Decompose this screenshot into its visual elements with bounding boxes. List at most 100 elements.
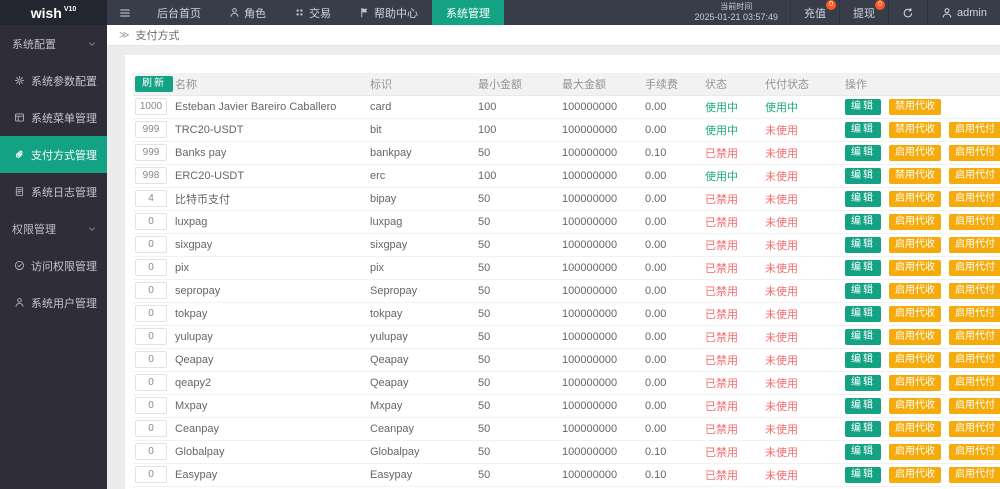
toggle-collect-button[interactable]: 启用代收 [889, 213, 941, 230]
toggle-payout-button[interactable]: 启用代付 [949, 282, 1000, 299]
nav-item-roles[interactable]: 角色 [215, 0, 280, 25]
logo[interactable]: wish V10 [0, 0, 107, 25]
edit-button[interactable]: 编辑 [845, 167, 881, 184]
edit-button[interactable]: 编辑 [845, 397, 881, 414]
edit-button[interactable]: 编辑 [845, 259, 881, 276]
toggle-payout-button[interactable]: 启用代付 [949, 190, 1000, 207]
toggle-collect-button[interactable]: 启用代收 [889, 305, 941, 322]
edit-button[interactable]: 编辑 [845, 236, 881, 253]
sort-input[interactable] [135, 213, 167, 230]
nav-item-label: 系统管理 [446, 7, 490, 20]
sort-input[interactable] [135, 351, 167, 368]
edit-button[interactable]: 编辑 [845, 190, 881, 207]
edit-button[interactable]: 编辑 [845, 374, 881, 391]
sort-input[interactable] [135, 420, 167, 437]
edit-button[interactable]: 编辑 [845, 305, 881, 322]
toggle-collect-button[interactable]: 禁用代收 [889, 98, 941, 115]
sort-input[interactable] [135, 328, 167, 345]
toggle-collect-button[interactable]: 启用代收 [889, 259, 941, 276]
sort-input[interactable] [135, 374, 167, 391]
toggle-payout-button[interactable]: 启用代付 [949, 236, 1000, 253]
toggle-collect-button[interactable]: 禁用代收 [889, 167, 941, 184]
sort-input[interactable] [135, 144, 167, 161]
name-cell: Banks pay [173, 141, 368, 165]
edit-button[interactable]: 编辑 [845, 351, 881, 368]
sort-input[interactable] [135, 98, 167, 115]
sort-input[interactable] [135, 305, 167, 322]
sort-input[interactable] [135, 259, 167, 276]
toggle-collect-button[interactable]: 启用代收 [889, 397, 941, 414]
edit-button[interactable]: 编辑 [845, 213, 881, 230]
toggle-payout-button[interactable]: 启用代付 [949, 397, 1000, 414]
nav-item-help-center[interactable]: 帮助中心 [345, 0, 432, 25]
sidebar-item-系统日志管理[interactable]: 系统日志管理 [0, 173, 107, 210]
toggle-payout-button[interactable]: 启用代付 [949, 213, 1000, 230]
sort-input[interactable] [135, 236, 167, 253]
sort-input[interactable] [135, 443, 167, 460]
refresh-table-button[interactable]: 刷新 [135, 75, 173, 92]
edit-button[interactable]: 编辑 [845, 282, 881, 299]
toggle-payout-button[interactable]: 启用代付 [949, 305, 1000, 322]
toggle-collect-button[interactable]: 禁用代收 [889, 121, 941, 138]
toggle-payout-button[interactable]: 启用代付 [949, 121, 1000, 138]
sort-input[interactable] [135, 282, 167, 299]
toggle-payout-button[interactable]: 启用代付 [949, 167, 1000, 184]
recharge-button[interactable]: 充值 0 [790, 0, 839, 25]
toggle-payout-button[interactable]: 启用代付 [949, 374, 1000, 391]
edit-button[interactable]: 编辑 [845, 420, 881, 437]
sort-input[interactable] [135, 121, 167, 138]
edit-button[interactable]: 编辑 [845, 466, 881, 483]
min-amount-cell: 50 [476, 141, 560, 165]
refresh-page-button[interactable] [888, 0, 927, 25]
toggle-payout-button[interactable]: 启用代付 [949, 328, 1000, 345]
sidebar-item-系统菜单管理[interactable]: 系统菜单管理 [0, 99, 107, 136]
sidebar-item-系统用户管理[interactable]: 系统用户管理 [0, 284, 107, 321]
edit-button[interactable]: 编辑 [845, 121, 881, 138]
nav-item-dashboard[interactable]: 后台首页 [143, 0, 215, 25]
toggle-collect-button[interactable]: 启用代收 [889, 351, 941, 368]
edit-button[interactable]: 编辑 [845, 144, 881, 161]
edit-button[interactable]: 编辑 [845, 98, 881, 115]
toggle-collect-button[interactable]: 启用代收 [889, 374, 941, 391]
name-cell: sixgpay [173, 233, 368, 257]
nav-item-system-management[interactable]: 系统管理 [432, 0, 504, 25]
top-nav: 后台首页 角色 交易 帮助中心 系统管理 [143, 0, 504, 25]
sidebar-group-系统配置[interactable]: 系统配置 [0, 25, 107, 62]
user-menu[interactable]: admin [927, 0, 1000, 25]
edit-button[interactable]: 编辑 [845, 443, 881, 460]
nav-item-transactions[interactable]: 交易 [280, 0, 345, 25]
toggle-payout-button[interactable]: 启用代付 [949, 420, 1000, 437]
name-cell: Mxpay [173, 394, 368, 418]
toggle-collect-button[interactable]: 启用代收 [889, 282, 941, 299]
toggle-payout-button[interactable]: 启用代付 [949, 466, 1000, 483]
toggle-payout-button[interactable]: 启用代付 [949, 259, 1000, 276]
toggle-payout-button[interactable]: 启用代付 [949, 351, 1000, 368]
status-cell: 已禁用 [703, 394, 763, 418]
sort-input[interactable] [135, 397, 167, 414]
edit-button[interactable]: 编辑 [845, 328, 881, 345]
sort-input[interactable] [135, 167, 167, 184]
toggle-payout-button[interactable]: 启用代付 [949, 443, 1000, 460]
toggle-payout-button[interactable]: 启用代付 [949, 144, 1000, 161]
sort-input[interactable] [135, 466, 167, 483]
sort-input[interactable] [135, 190, 167, 207]
toggle-collect-button[interactable]: 启用代收 [889, 328, 941, 345]
table-row: GlobalpayGlobalpay501000000000.10已禁用未使用编… [133, 440, 1000, 464]
max-amount-cell: 100000000 [560, 95, 643, 119]
withdraw-badge: 0 [875, 0, 886, 10]
toggle-collect-button[interactable]: 启用代收 [889, 420, 941, 437]
sidebar-item-系统参数配置[interactable]: 系统参数配置 [0, 62, 107, 99]
withdraw-button[interactable]: 提现 0 [839, 0, 888, 25]
toggle-collect-button[interactable]: 启用代收 [889, 236, 941, 253]
sidebar-item-支付方式管理[interactable]: 支付方式管理 [0, 136, 107, 173]
toggle-collect-button[interactable]: 启用代收 [889, 190, 941, 207]
sidebar-group-权限管理[interactable]: 权限管理 [0, 210, 107, 247]
hamburger-icon[interactable] [107, 0, 143, 25]
user-icon [229, 7, 240, 18]
toggle-collect-button[interactable]: 启用代收 [889, 144, 941, 161]
nav-item-label: 角色 [244, 7, 266, 20]
toggle-collect-button[interactable]: 启用代收 [889, 443, 941, 460]
name-cell: pix [173, 256, 368, 280]
sidebar-item-访问权限管理[interactable]: 访问权限管理 [0, 247, 107, 284]
toggle-collect-button[interactable]: 启用代收 [889, 466, 941, 483]
